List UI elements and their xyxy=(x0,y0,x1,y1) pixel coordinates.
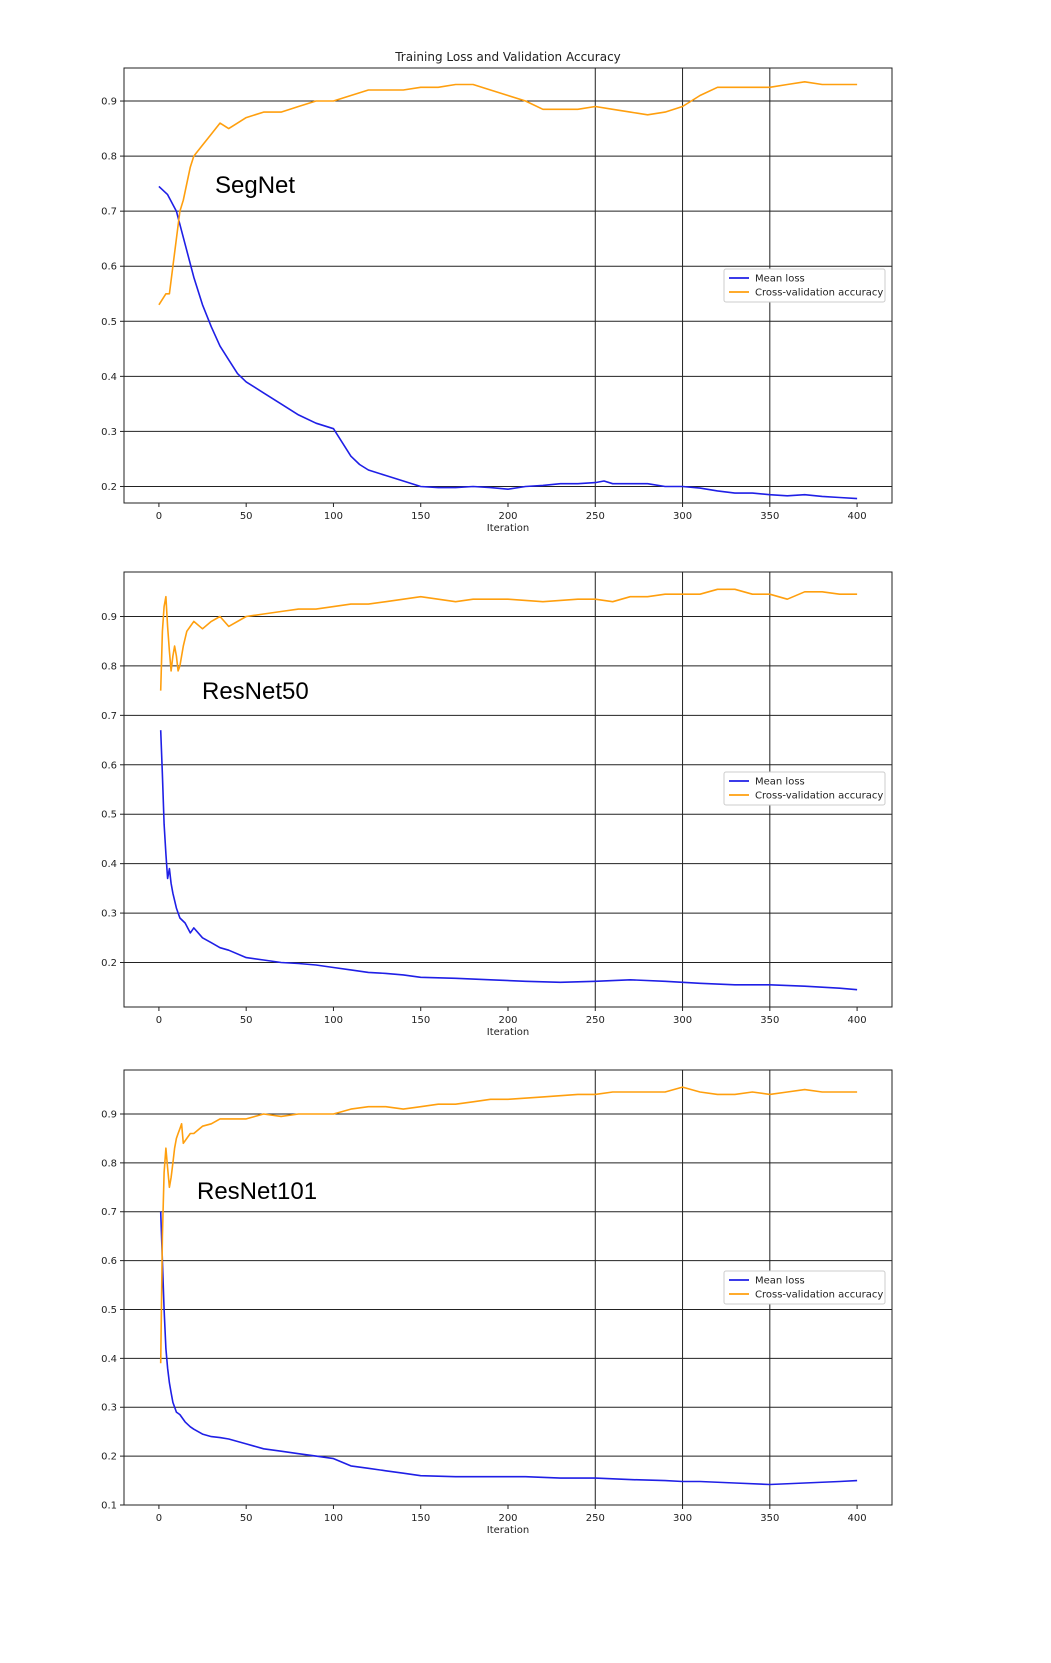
series-line-mean-loss xyxy=(159,1211,858,1486)
x-tick-label: 150 xyxy=(411,1513,430,1524)
legend-entry: Cross-validation accuracy xyxy=(755,288,883,299)
plot-frame xyxy=(123,571,893,1008)
x-tick-label: 350 xyxy=(760,1015,779,1026)
chart-panel-2: 0.2 0.3 0.4 0.5 0.6 0.7 0.8 0.9 0 50 100 150 200 250 3… xyxy=(101,571,893,1038)
x-tick-label: 150 xyxy=(411,511,430,522)
chart-panel-1: Training Loss and Validation Accuracy 0.2… xyxy=(101,50,893,534)
x-tick-label: 300 xyxy=(673,1015,692,1026)
model-label: SegNet xyxy=(215,172,295,199)
y-tick-label: 0.3 xyxy=(101,427,117,438)
y-tick-label: 0.8 xyxy=(101,661,117,672)
y-tick-label: 0.6 xyxy=(101,1256,117,1267)
x-axis-label: Iteration xyxy=(487,1027,529,1038)
y-tick-label: 0.6 xyxy=(101,760,117,771)
legend-box xyxy=(723,771,886,806)
model-label: ResNet50 xyxy=(202,678,309,705)
x-tick-label: 0 xyxy=(156,1513,162,1524)
legend-entry: Mean loss xyxy=(755,1276,805,1287)
y-tick-label: 0.4 xyxy=(101,372,117,383)
x-tick-label: 200 xyxy=(498,1015,517,1026)
legend: Mean loss Cross-validation accuracy xyxy=(723,268,886,303)
x-tick-label: 350 xyxy=(760,1513,779,1524)
x-axis-label: Iteration xyxy=(487,523,529,534)
x-tick-label: 250 xyxy=(586,1015,605,1026)
y-tick-label: 0.2 xyxy=(101,1452,117,1463)
y-tick-label: 0.8 xyxy=(101,1158,117,1169)
y-tick-label: 0.6 xyxy=(101,262,117,273)
chart-panel-3: 0.1 0.2 0.3 0.4 0.5 0.6 0.7 0.8 0.9 0 50 100 150 200 2… xyxy=(101,1069,893,1536)
x-tick-label: 100 xyxy=(324,1015,343,1026)
y-tick-label: 0.3 xyxy=(101,909,117,920)
x-tick-label: 50 xyxy=(240,1513,253,1524)
y-tick-label: 0.1 xyxy=(101,1501,117,1512)
y-tick-label: 0.5 xyxy=(101,317,117,328)
y-tick-label: 0.5 xyxy=(101,810,117,821)
legend: Mean loss Cross-validation accuracy xyxy=(723,771,886,806)
chart-title: Training Loss and Validation Accuracy xyxy=(394,50,621,64)
series-line-mean-loss xyxy=(158,185,858,500)
x-tick-label: 400 xyxy=(848,1015,867,1026)
series-line-mean-loss xyxy=(159,730,858,991)
legend: Mean loss Cross-validation accuracy xyxy=(723,1270,886,1305)
x-tick-label: 50 xyxy=(240,1015,253,1026)
x-tick-label: 0 xyxy=(156,1015,162,1026)
y-tick-label: 0.7 xyxy=(101,207,117,218)
series-line-cross-validation-accuracy xyxy=(158,81,858,306)
legend-entry: Mean loss xyxy=(755,777,805,788)
y-tick-label: 0.7 xyxy=(101,711,117,722)
x-tick-label: 200 xyxy=(498,1513,517,1524)
y-tick-label: 0.8 xyxy=(101,152,117,163)
y-tick-label: 0.9 xyxy=(101,97,117,108)
series-line-cross-validation-accuracy xyxy=(159,588,858,691)
y-tick-label: 0.2 xyxy=(101,958,117,969)
x-axis-label: Iteration xyxy=(487,1525,529,1536)
x-tick-label: 0 xyxy=(156,511,162,522)
y-tick-label: 0.3 xyxy=(101,1403,117,1414)
legend-box xyxy=(723,1270,886,1305)
plot-frame xyxy=(123,1069,893,1506)
legend-entry: Cross-validation accuracy xyxy=(755,791,883,802)
series-line-cross-validation-accuracy xyxy=(159,1086,858,1364)
x-tick-label: 400 xyxy=(848,511,867,522)
x-tick-label: 250 xyxy=(586,1513,605,1524)
x-tick-label: 100 xyxy=(324,511,343,522)
y-tick-label: 0.7 xyxy=(101,1207,117,1218)
x-tick-label: 300 xyxy=(673,1513,692,1524)
x-tick-label: 250 xyxy=(586,511,605,522)
x-tick-label: 200 xyxy=(498,511,517,522)
legend-entry: Mean loss xyxy=(755,274,805,285)
y-tick-label: 0.4 xyxy=(101,1354,117,1365)
y-tick-label: 0.9 xyxy=(101,612,117,623)
y-tick-label: 0.9 xyxy=(101,1109,117,1120)
legend-entry: Cross-validation accuracy xyxy=(755,1290,883,1301)
x-tick-label: 300 xyxy=(673,511,692,522)
plot-frame xyxy=(123,67,893,504)
y-tick-label: 0.5 xyxy=(101,1305,117,1316)
legend-box xyxy=(723,268,886,303)
x-tick-label: 400 xyxy=(848,1513,867,1524)
model-label: ResNet101 xyxy=(197,1178,317,1205)
y-tick-label: 0.4 xyxy=(101,859,117,870)
x-tick-label: 150 xyxy=(411,1015,430,1026)
x-tick-label: 50 xyxy=(240,511,253,522)
y-tick-label: 0.2 xyxy=(101,482,117,493)
x-tick-label: 350 xyxy=(760,511,779,522)
x-tick-label: 100 xyxy=(324,1513,343,1524)
